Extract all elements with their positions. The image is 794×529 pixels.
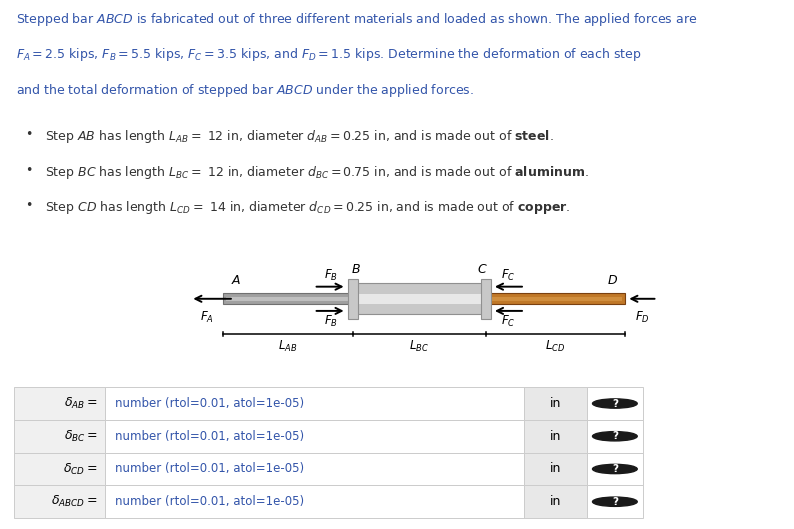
- Text: ?: ?: [612, 398, 618, 408]
- Text: $F_C$: $F_C$: [501, 314, 515, 329]
- Text: in: in: [549, 397, 561, 410]
- Bar: [524, 387, 587, 420]
- Text: in: in: [549, 462, 561, 476]
- Circle shape: [592, 497, 638, 506]
- Text: $F_A$: $F_A$: [200, 310, 214, 325]
- Text: $\delta_{ABCD} = $: $\delta_{ABCD} = $: [52, 494, 98, 509]
- Bar: [105, 420, 524, 453]
- Bar: [524, 453, 587, 486]
- Text: •: •: [25, 199, 33, 213]
- Text: Stepped bar $\mathit{ABCD}$ is fabricated out of three different materials and l: Stepped bar $\mathit{ABCD}$ is fabricate…: [16, 11, 697, 28]
- Bar: [481, 279, 491, 319]
- Text: ?: ?: [612, 464, 618, 474]
- Bar: [489, 297, 622, 301]
- Text: in: in: [549, 430, 561, 443]
- Text: in: in: [549, 495, 561, 508]
- Bar: [353, 283, 486, 314]
- Text: $F_B$: $F_B$: [324, 314, 338, 329]
- Text: $F_B$: $F_B$: [324, 268, 338, 284]
- Bar: [357, 294, 481, 304]
- Bar: [14, 387, 105, 420]
- Circle shape: [592, 432, 638, 441]
- Bar: [222, 294, 353, 304]
- Text: $L_{BC}$: $L_{BC}$: [410, 339, 430, 354]
- Text: $\delta_{AB} = $: $\delta_{AB} = $: [64, 396, 98, 411]
- Text: $F_D$: $F_D$: [635, 310, 650, 325]
- Bar: [14, 420, 105, 453]
- Bar: [486, 294, 625, 304]
- Circle shape: [592, 399, 638, 408]
- Text: $F_C$: $F_C$: [501, 268, 515, 284]
- Text: number (rtol=0.01, atol=1e-05): number (rtol=0.01, atol=1e-05): [115, 495, 304, 508]
- Bar: [105, 387, 524, 420]
- Text: •: •: [25, 164, 33, 177]
- Bar: [348, 279, 357, 319]
- Text: number (rtol=0.01, atol=1e-05): number (rtol=0.01, atol=1e-05): [115, 430, 304, 443]
- Bar: [14, 453, 105, 486]
- Bar: [524, 486, 587, 518]
- Bar: [587, 420, 643, 453]
- Text: $B$: $B$: [351, 263, 360, 276]
- Bar: [14, 486, 105, 518]
- Bar: [105, 453, 524, 486]
- Text: $L_{CD}$: $L_{CD}$: [545, 339, 565, 354]
- Bar: [587, 486, 643, 518]
- Text: and the total deformation of stepped bar $\mathit{ABCD}$ under the applied force: and the total deformation of stepped bar…: [16, 81, 474, 99]
- Bar: [105, 486, 524, 518]
- Text: Step $\mathit{AB}$ has length $L_{AB} = $ 12 in, diameter $d_{AB} = 0.25$ in, an: Step $\mathit{AB}$ has length $L_{AB} = …: [44, 129, 553, 145]
- Text: $L_{AB}$: $L_{AB}$: [278, 339, 297, 354]
- Text: Step $\mathit{CD}$ has length $L_{CD} = $ 14 in, diameter $d_{CD} = 0.25$ in, an: Step $\mathit{CD}$ has length $L_{CD} = …: [44, 199, 570, 216]
- Text: •: •: [25, 129, 33, 141]
- Bar: [587, 387, 643, 420]
- Text: $\delta_{CD} = $: $\delta_{CD} = $: [64, 461, 98, 477]
- Bar: [225, 297, 349, 301]
- Circle shape: [592, 464, 638, 473]
- Text: ?: ?: [612, 431, 618, 441]
- Bar: [524, 420, 587, 453]
- Text: Step $\mathit{BC}$ has length $L_{BC} = $ 12 in, diameter $d_{BC} = 0.75$ in, an: Step $\mathit{BC}$ has length $L_{BC} = …: [44, 164, 588, 181]
- Text: $D$: $D$: [607, 275, 619, 287]
- Text: $F_A = 2.5$ kips, $F_B = 5.5$ kips, $F_C = 3.5$ kips, and $F_D = 1.5$ kips. Dete: $F_A = 2.5$ kips, $F_B = 5.5$ kips, $F_C…: [16, 46, 642, 63]
- Text: number (rtol=0.01, atol=1e-05): number (rtol=0.01, atol=1e-05): [115, 397, 304, 410]
- Text: $C$: $C$: [477, 263, 488, 276]
- Text: number (rtol=0.01, atol=1e-05): number (rtol=0.01, atol=1e-05): [115, 462, 304, 476]
- Text: ?: ?: [612, 497, 618, 507]
- Text: $\delta_{BC} = $: $\delta_{BC} = $: [64, 428, 98, 444]
- Bar: [587, 453, 643, 486]
- Text: $A$: $A$: [231, 275, 241, 287]
